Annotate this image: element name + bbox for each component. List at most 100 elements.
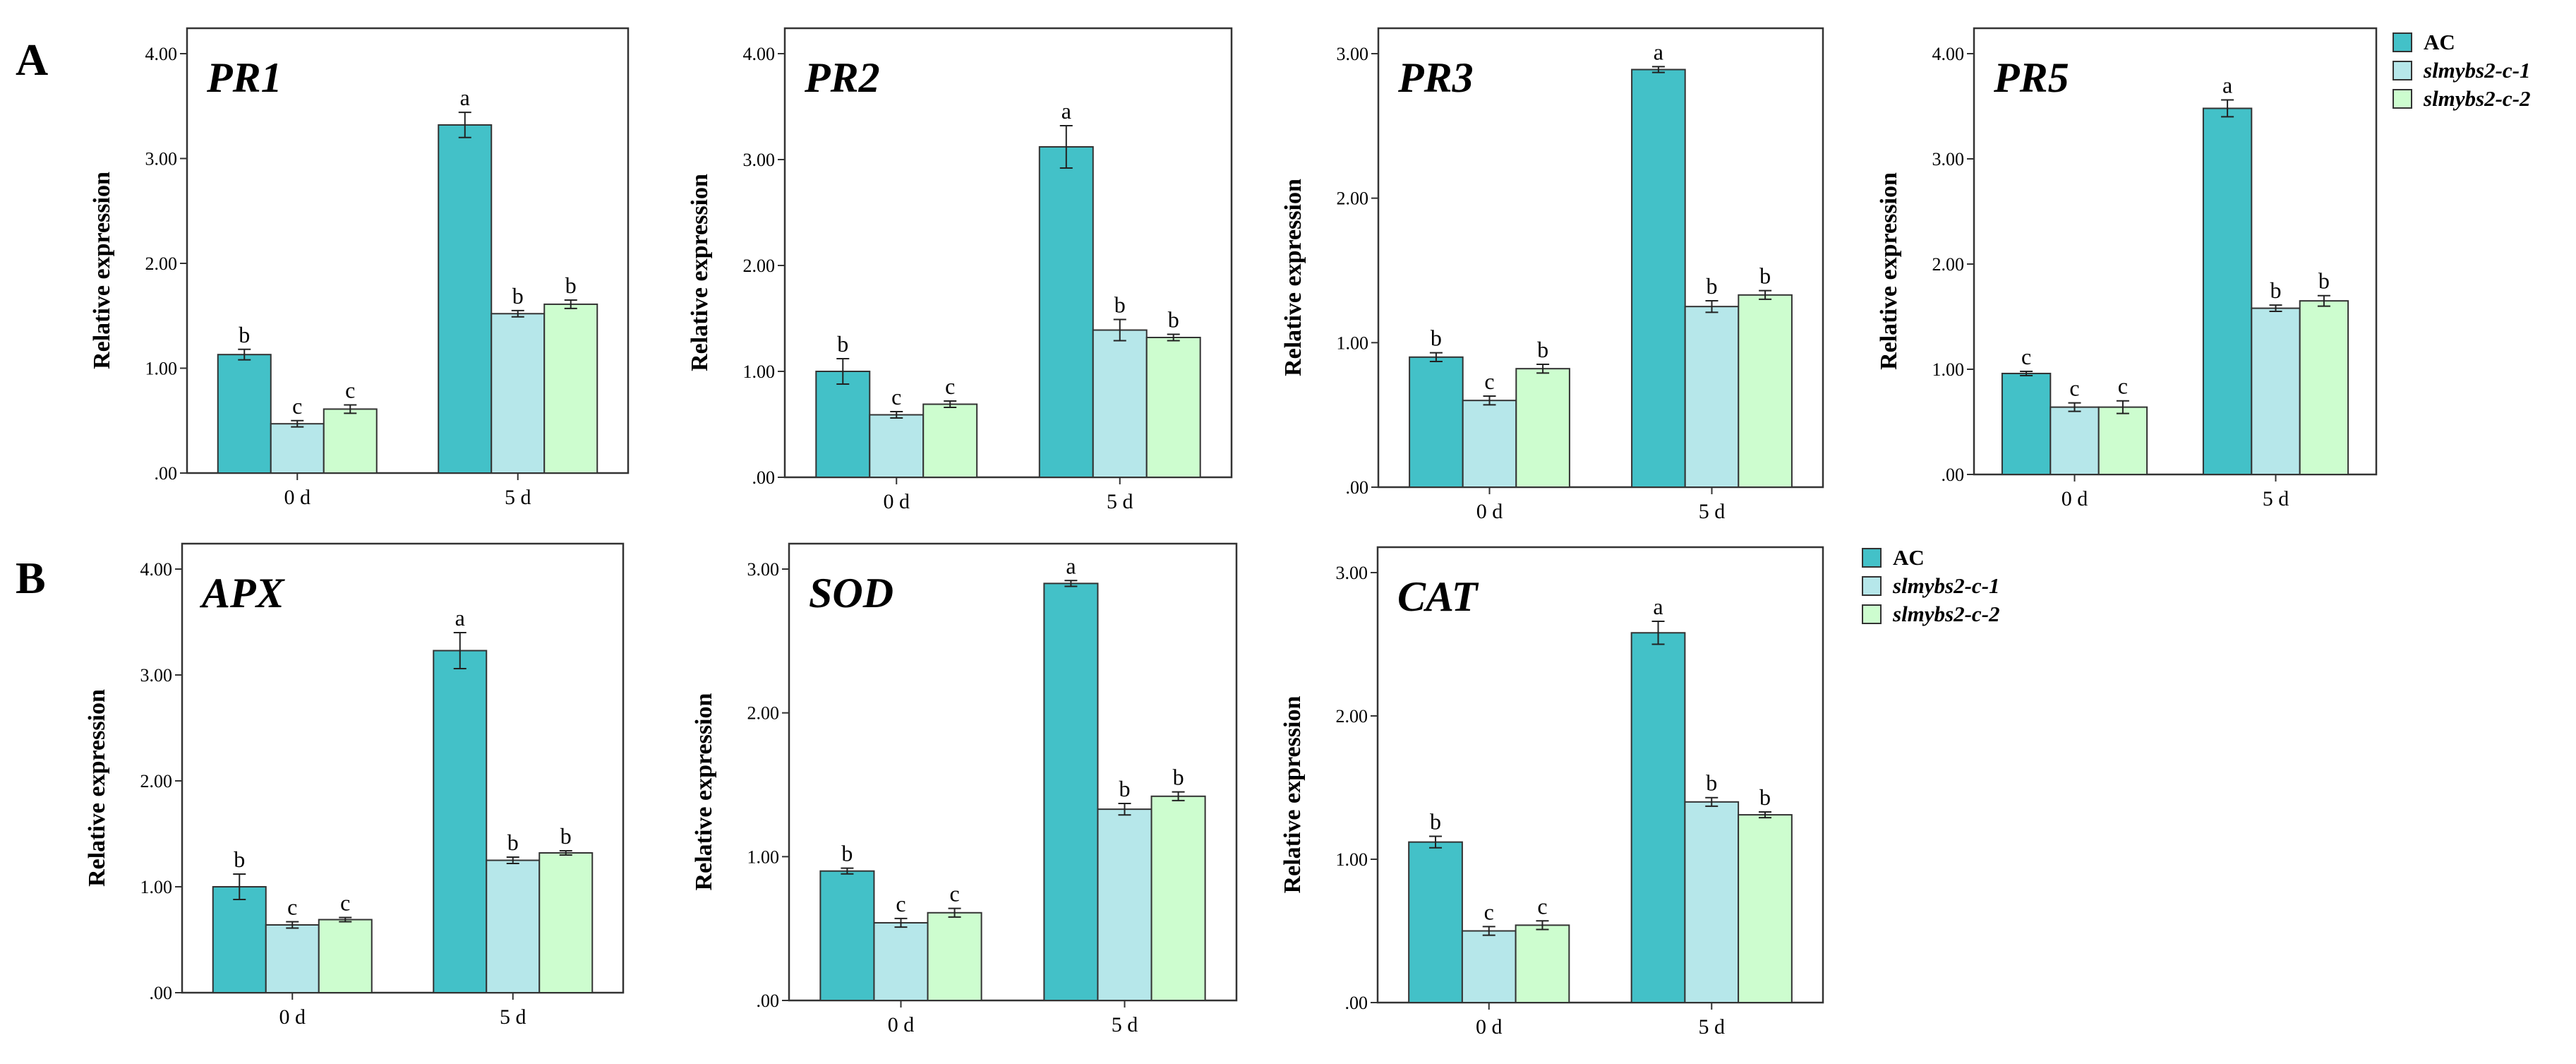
significance-letter: a	[460, 85, 470, 110]
y-tick-label: .00	[757, 991, 780, 1011]
plot-frame	[788, 542, 1238, 1002]
significance-letter: a	[1061, 98, 1071, 124]
legend-swatch-ac	[1862, 548, 1882, 568]
legend-item-ac: AC	[2393, 28, 2531, 56]
y-tick-label: 3.00	[145, 149, 178, 169]
y-tick-label: .00	[1345, 993, 1368, 1013]
bar-slmybs2-c-1-0d	[2050, 406, 2100, 476]
bar-slmybs2-c-1-0d	[270, 423, 325, 474]
y-tick-label: 2.00	[1337, 189, 1369, 209]
y-tick-label: .00	[1942, 465, 1965, 485]
bar-slmybs2-c-1-5d	[1684, 801, 1740, 1004]
significance-letter: a	[1066, 553, 1076, 578]
y-tick-label: 4.00	[743, 44, 776, 64]
significance-letter: b	[560, 823, 572, 849]
y-tick-label: .00	[1346, 477, 1369, 498]
legend-item-slmybs2-c-1: slmybs2-c-1	[1862, 572, 2000, 600]
bar-ac-5d	[433, 650, 488, 993]
y-axis-label: Relative expression	[1280, 179, 1306, 376]
bar-slmybs2-c-2-5d	[1738, 814, 1793, 1003]
y-axis-label: Relative expression	[691, 693, 717, 890]
bar-ac-0d	[2001, 372, 2052, 476]
x-tick-label: 5 d	[505, 486, 531, 509]
significance-letter: a	[455, 605, 465, 630]
legend-item-ac: AC	[1862, 544, 2000, 572]
bar-slmybs2-c-1-0d	[1461, 930, 1517, 1003]
significance-letter: b	[1173, 765, 1184, 790]
bar-slmybs2-c-2-5d	[538, 852, 594, 993]
y-tick-label: 3.00	[743, 150, 776, 170]
bar-slmybs2-c-2-0d	[318, 919, 373, 993]
bar-ac-5d	[1043, 582, 1099, 1001]
bar-slmybs2-c-1-0d	[869, 414, 925, 478]
y-tick-label: 1.00	[743, 361, 776, 382]
x-tick-label: 0 d	[1476, 1015, 1503, 1039]
significance-letter: a	[2222, 73, 2232, 98]
significance-letter: b	[565, 273, 577, 298]
chart-title: PR3	[1397, 54, 1474, 101]
bar-ac-0d	[1409, 356, 1464, 488]
bar-slmybs2-c-2-0d	[927, 911, 982, 1001]
significance-letter: a	[1654, 39, 1663, 64]
plot-frame	[1376, 546, 1824, 1004]
x-tick-label: 0 d	[2062, 487, 2088, 510]
legend-item-slmybs2-c-2: slmybs2-c-2	[2393, 85, 2531, 113]
chart-pr2: .00 1.00 2.00 3.00 4.00 Relative expression PR…	[687, 27, 1233, 513]
chart-title: PR1	[206, 54, 282, 101]
panel-letter-b: B	[16, 553, 46, 603]
bar-slmybs2-c-2-5d	[543, 303, 598, 474]
legend-label-ac: AC	[2424, 30, 2455, 54]
significance-letter: b	[234, 847, 245, 872]
legend-swatch-slmybs2-c-1	[2393, 61, 2412, 80]
significance-letter: c	[2118, 373, 2128, 399]
chart-pr1: .00 1.00 2.00 3.00 4.00 Relative expression PR…	[89, 27, 630, 509]
significance-letter: b	[239, 322, 250, 347]
legend-a: AC slmybs2-c-1 slmybs2-c-2	[2393, 28, 2531, 113]
bar-ac-5d	[1631, 68, 1686, 489]
legend-swatch-ac	[2393, 32, 2412, 52]
x-tick-label: 5 d	[1699, 1015, 1726, 1039]
y-tick-label: 4.00	[1932, 44, 1965, 64]
legend-swatch-slmybs2-c-1	[1862, 576, 1882, 596]
x-tick-label: 0 d	[884, 490, 910, 513]
y-tick-label: 1.00	[1932, 359, 1965, 380]
significance-letter: b	[1114, 292, 1126, 318]
significance-letter: c	[345, 377, 355, 402]
significance-letter: c	[1484, 899, 1494, 924]
y-axis-label: Relative expression	[1280, 695, 1306, 893]
significance-letter: b	[512, 283, 524, 309]
plot-frame	[181, 542, 625, 994]
significance-letter: c	[287, 895, 297, 920]
plot-frame	[1377, 27, 1824, 489]
panel-letter-a: A	[16, 35, 49, 85]
legend-swatch-slmybs2-c-2	[2393, 89, 2412, 109]
bar-slmybs2-c-1-0d	[873, 922, 929, 1002]
y-tick-label: 1.00	[140, 877, 173, 897]
significance-letter: c	[949, 881, 959, 907]
significance-letter: b	[1119, 776, 1131, 801]
y-tick-label: 1.00	[1336, 849, 1368, 870]
significance-letter: b	[1707, 273, 1718, 299]
y-tick-label: 3.00	[1337, 44, 1369, 64]
legend-label-slmybs2-c-2: slmybs2-c-2	[1893, 602, 2000, 626]
y-axis-label: Relative expression	[84, 689, 110, 887]
significance-letter: c	[1484, 369, 1494, 394]
legend-b: AC slmybs2-c-1 slmybs2-c-2	[1862, 544, 2000, 628]
significance-letter: b	[1759, 263, 1771, 289]
significance-letter: b	[837, 331, 848, 357]
y-tick-label: 3.00	[140, 665, 173, 686]
significance-letter: b	[1430, 809, 1441, 835]
plot-frame	[186, 27, 630, 474]
y-tick-label: 4.00	[145, 44, 178, 64]
y-tick-label: 2.00	[1932, 254, 1965, 275]
bar-slmybs2-c-2-5d	[2299, 300, 2349, 475]
bar-ac-5d	[438, 124, 493, 474]
plot-frame	[783, 27, 1233, 479]
y-tick-label: 2.00	[145, 253, 178, 274]
bar-ac-0d	[815, 371, 871, 478]
y-tick-label: 2.00	[140, 771, 173, 791]
y-tick-label: 3.00	[747, 559, 780, 580]
bar-slmybs2-c-2-0d	[922, 403, 978, 478]
